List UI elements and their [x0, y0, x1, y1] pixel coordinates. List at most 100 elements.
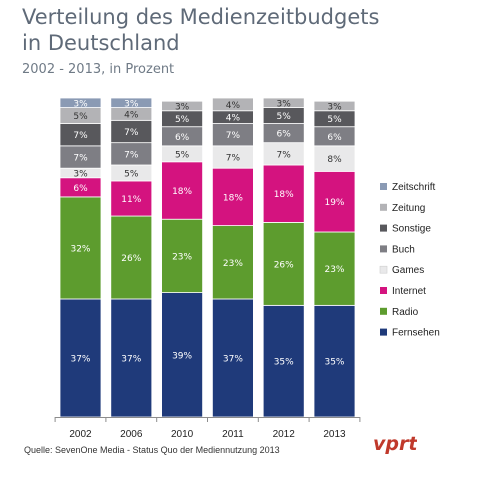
data-label-radio-2006: 26%: [121, 254, 141, 264]
bar-segment-fernsehen-2013: [313, 304, 356, 418]
data-label-radio-2002: 32%: [70, 244, 90, 254]
x-tick-label-2010: 2010: [171, 429, 194, 440]
bar-segment-fernsehen-2012: [262, 304, 305, 418]
bar-segment-radio-2002: [59, 196, 102, 300]
bar-segment-fernsehen-2006: [110, 298, 153, 418]
bar-segment-internet-2010: [161, 161, 204, 220]
bar-segment-zeitschrift-2006: [110, 97, 153, 108]
bar-segment-zeitung-2010: [161, 100, 204, 112]
legend-swatch-fernsehen: [380, 328, 387, 336]
data-label-games-2002: 3%: [73, 169, 88, 179]
legend-swatch-zeitschrift: [380, 183, 387, 190]
bar-segment-internet-2006: [110, 180, 153, 217]
data-label-buch-2013: 6%: [327, 133, 342, 143]
data-label-fernsehen-2013: 35%: [324, 358, 344, 368]
x-tick-label-2002: 2002: [69, 429, 92, 440]
data-label-internet-2012: 18%: [274, 190, 294, 200]
legend-label-games: Games: [392, 265, 424, 276]
legend-swatch-internet: [380, 287, 387, 294]
x-tick-label-2011: 2011: [222, 429, 244, 440]
bar-segment-zeitung-2013: [313, 100, 356, 112]
data-label-sonstige-2013: 5%: [327, 115, 342, 125]
x-axis: 2002 2006 2010 2011 2012 2013: [54, 417, 361, 440]
x-tick-label-2006: 2006: [120, 429, 143, 440]
legend-label-zeitung: Zeitung: [392, 203, 425, 214]
bar-segment-internet-2011: [211, 167, 254, 226]
x-tick-label-2013: 2013: [323, 429, 346, 440]
data-label-radio-2012: 26%: [274, 260, 294, 270]
data-label-zeitung-2013: 3%: [327, 102, 342, 112]
source-note: Quelle: SevenOne Media - Status Quo der …: [24, 445, 280, 455]
data-label-games-2013: 8%: [327, 155, 342, 165]
data-label-internet-2010: 18%: [172, 187, 192, 197]
data-label-internet-2011: 18%: [223, 193, 243, 203]
bar-segment-games-2013: [313, 145, 356, 172]
data-label-sonstige-2002: 7%: [73, 131, 88, 141]
data-label-buch-2002: 7%: [73, 154, 88, 164]
data-label-zeitung-2002: 5%: [73, 112, 88, 122]
data-label-zeitschrift-2006: 3%: [124, 99, 139, 109]
chart-subtitle: 2002 - 2013, in Prozent: [22, 62, 175, 77]
bar-segment-radio-2013: [313, 231, 356, 306]
data-label-zeitung-2010: 3%: [175, 102, 190, 112]
bar-segment-zeitung-2012: [262, 97, 305, 108]
data-label-buch-2012: 6%: [277, 130, 292, 140]
bar-segment-radio-2010: [161, 218, 204, 293]
data-label-sonstige-2011: 4%: [226, 114, 241, 124]
chart-title-line-2: in Deutschland: [22, 31, 180, 55]
legend-swatch-games: [379, 265, 388, 274]
data-label-internet-2002: 6%: [73, 184, 88, 194]
data-label-games-2006: 5%: [124, 169, 139, 179]
data-label-games-2010: 5%: [175, 150, 190, 160]
data-label-sonstige-2006: 7%: [124, 128, 139, 138]
data-label-buch-2011: 7%: [226, 131, 241, 141]
data-label-zeitung-2012: 3%: [277, 99, 292, 109]
legend-swatch-buch: [380, 245, 387, 253]
data-label-fernsehen-2011: 37%: [223, 354, 243, 364]
legend-label-sonstige: Sonstige: [392, 224, 431, 235]
bar-segment-fernsehen-2002: [59, 298, 102, 418]
bars-layer: 37%32%6%3%7%7%5%3%37%26%11%5%7%7%4%3%39%…: [59, 97, 356, 418]
bar-segment-radio-2012: [262, 222, 305, 306]
bar-segment-zeitung-2011: [211, 97, 254, 112]
data-label-zeitung-2006: 4%: [124, 110, 139, 120]
bar-segment-zeitschrift-2002: [59, 97, 102, 108]
x-tick-label-2012: 2012: [273, 429, 296, 440]
legend-label-buch: Buch: [392, 244, 415, 255]
data-label-sonstige-2010: 5%: [175, 115, 190, 125]
data-label-internet-2006: 11%: [121, 195, 141, 205]
data-label-radio-2010: 23%: [172, 252, 192, 262]
data-label-games-2012: 7%: [277, 150, 292, 160]
bar-segment-fernsehen-2011: [211, 298, 254, 418]
data-label-radio-2011: 23%: [223, 259, 243, 269]
data-label-fernsehen-2002: 37%: [70, 354, 90, 364]
data-label-zeitschrift-2002: 3%: [73, 99, 88, 109]
legend-label-fernsehen: Fernsehen: [392, 328, 440, 339]
data-label-fernsehen-2010: 39%: [172, 351, 192, 361]
bar-segment-radio-2006: [110, 215, 153, 300]
data-label-radio-2013: 23%: [324, 265, 344, 275]
bar-segment-internet-2013: [313, 170, 356, 233]
data-label-games-2011: 7%: [226, 154, 241, 164]
legend-label-internet: Internet: [392, 286, 426, 297]
data-label-internet-2013: 19%: [324, 198, 344, 208]
bar-segment-fernsehen-2010: [161, 292, 204, 418]
data-label-sonstige-2012: 5%: [277, 112, 292, 122]
legend-swatch-zeitung: [380, 203, 387, 211]
legend-swatch-sonstige: [380, 224, 387, 232]
data-label-buch-2006: 7%: [124, 150, 139, 160]
bar-segment-radio-2011: [211, 225, 254, 300]
data-label-zeitung-2011: 4%: [226, 101, 241, 111]
chart-title: Verteilung des Medienzeitbudgets in Deut…: [22, 4, 462, 56]
vprt-logo-text: vprt: [373, 433, 417, 455]
legend-label-zeitschrift: Zeitschrift: [392, 182, 436, 193]
legend-swatch-radio: [380, 307, 387, 315]
data-label-fernsehen-2006: 37%: [121, 354, 141, 364]
vprt-logo: vprt: [373, 433, 417, 455]
data-label-fernsehen-2012: 35%: [274, 358, 294, 368]
legend-label-radio: Radio: [392, 307, 419, 318]
chart-title-line-1: Verteilung des Medienzeitbudgets: [22, 5, 380, 29]
data-label-buch-2010: 6%: [175, 133, 190, 143]
legend: Zeitschrift Zeitung Sonstige Buch Games Inter…: [379, 182, 440, 339]
